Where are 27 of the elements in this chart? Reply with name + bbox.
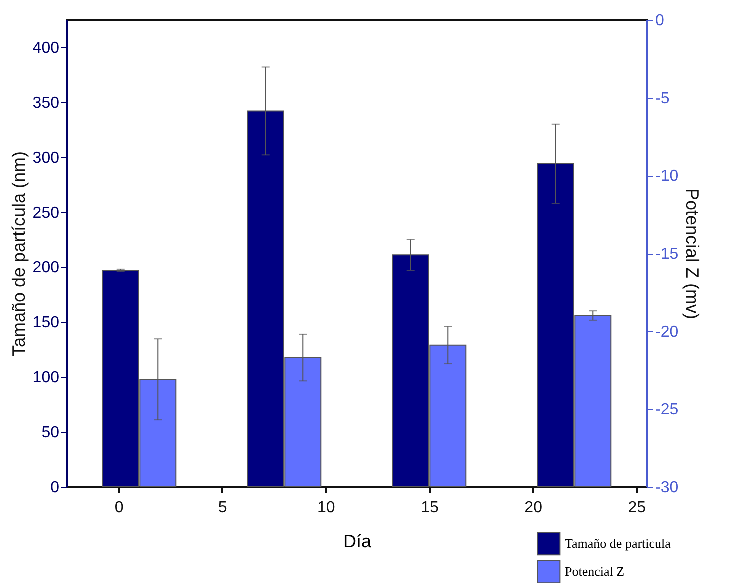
x-tick-label: 10 bbox=[318, 500, 336, 516]
y2-tick-label: -10 bbox=[656, 168, 679, 186]
x-axis-title: Día bbox=[343, 532, 372, 552]
x-tick-label: 25 bbox=[628, 500, 646, 516]
y-tick-label: 250 bbox=[32, 204, 60, 222]
y-tick-label: 300 bbox=[32, 150, 60, 167]
y-tick-label: 350 bbox=[32, 94, 60, 112]
y2-tick-label: -5 bbox=[656, 90, 670, 108]
y-tick-label: 0 bbox=[50, 480, 60, 496]
y2-tick-label: 0 bbox=[656, 12, 664, 30]
y-tick-label: 150 bbox=[32, 314, 60, 332]
y2-axis-title: Potencial Z (mv) bbox=[682, 188, 703, 320]
y-tick-label: 200 bbox=[32, 260, 60, 277]
legend-label: Tamaño de particula bbox=[565, 536, 672, 551]
y-tick-label: 50 bbox=[42, 424, 60, 442]
legend-label: Potencial Z bbox=[565, 564, 625, 579]
x-tick-label: 15 bbox=[421, 500, 439, 516]
y2-tick-label: -20 bbox=[656, 324, 679, 341]
y-tick-label: 400 bbox=[32, 40, 60, 57]
y2-tick-label: -30 bbox=[656, 480, 679, 496]
y-tick-label: 100 bbox=[32, 370, 60, 387]
y-axis-title: Tamaño de partícula (nm) bbox=[8, 151, 29, 357]
y2-tick-label: -25 bbox=[656, 402, 679, 419]
x-tick-label: 5 bbox=[218, 500, 228, 516]
x-tick-label: 20 bbox=[524, 500, 543, 516]
y2-tick-label: -15 bbox=[656, 246, 679, 263]
x-tick-label: 0 bbox=[114, 500, 124, 516]
